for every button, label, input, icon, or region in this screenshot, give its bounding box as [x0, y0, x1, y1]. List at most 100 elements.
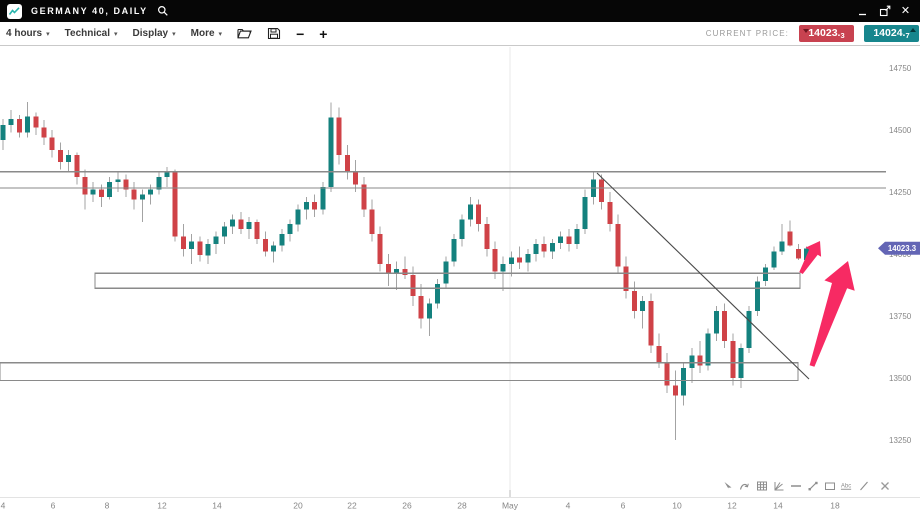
sell-price-frac: 3 — [840, 30, 845, 40]
candle — [631, 281, 637, 319]
x-axis-label: 22 — [347, 501, 357, 511]
diagonal-line-tool-icon[interactable] — [857, 480, 870, 493]
candle — [426, 298, 432, 336]
app-logo-icon — [7, 3, 22, 19]
candle — [779, 224, 785, 256]
candle — [549, 239, 555, 259]
candle — [295, 204, 301, 232]
save-icon[interactable] — [267, 27, 281, 40]
candle — [517, 246, 523, 269]
chevron-down-icon: ▾ — [114, 30, 118, 38]
zoom-out-button[interactable]: − — [296, 25, 305, 42]
candle — [16, 115, 22, 138]
grid-tool-icon[interactable] — [755, 480, 768, 493]
price-down-icon — [803, 29, 809, 33]
bottom-rect-zone[interactable] — [0, 362, 799, 382]
display-dropdown[interactable]: Display ▾ — [133, 28, 176, 39]
candle — [713, 306, 719, 341]
candles-group — [0, 102, 810, 440]
candle — [681, 363, 687, 406]
candle — [525, 249, 531, 272]
candle — [599, 174, 605, 210]
candle — [738, 343, 744, 388]
candle — [287, 219, 293, 242]
candle — [246, 216, 252, 240]
candle — [139, 189, 145, 222]
toolbar-left-group: 4 hours ▾ Technical ▾ Display ▾ More ▾ − + — [0, 27, 327, 41]
candle — [197, 236, 203, 262]
cursor-tool-icon[interactable] — [721, 480, 734, 493]
candle — [607, 192, 613, 232]
candle — [476, 199, 482, 232]
timeframe-dropdown[interactable]: 4 hours ▾ — [6, 28, 50, 39]
y-axis-label: 14750 — [889, 64, 912, 73]
svg-text:14023.3: 14023.3 — [888, 244, 917, 253]
open-folder-icon[interactable] — [237, 27, 252, 40]
title-bar[interactable]: GERMANY 40, DAILY ✕ — [0, 0, 920, 22]
window-controls: ✕ — [857, 5, 912, 18]
candle — [558, 231, 564, 249]
dropdown-label: Technical — [64, 28, 111, 39]
candle — [722, 303, 728, 349]
small-up-arrow[interactable] — [799, 241, 822, 274]
close-button[interactable]: ✕ — [900, 4, 911, 17]
curve-tool-icon[interactable] — [738, 480, 751, 493]
mid-rect-zone[interactable] — [94, 272, 801, 289]
candle — [156, 172, 162, 195]
sell-price-main: 14023. — [808, 27, 841, 39]
zoom-in-button[interactable]: + — [319, 25, 328, 42]
candle — [459, 214, 465, 247]
dropdown-label: Display — [132, 28, 169, 39]
candle — [394, 261, 400, 290]
minimize-button[interactable] — [857, 5, 870, 18]
candle — [180, 224, 186, 257]
candle — [238, 211, 244, 235]
big-up-arrow[interactable] — [809, 261, 855, 367]
more-dropdown[interactable]: More ▾ — [191, 28, 222, 39]
candle — [57, 142, 63, 170]
remove-tool-icon[interactable] — [878, 480, 891, 493]
technical-dropdown[interactable]: Technical ▾ — [65, 28, 118, 39]
sell-price-badge[interactable]: 14023. 3 — [799, 25, 854, 42]
buy-price-frac: 7 — [905, 30, 910, 40]
candle — [279, 229, 285, 252]
x-axis-label: 12 — [157, 501, 167, 511]
candle — [754, 276, 760, 316]
buy-price-badge[interactable]: 14024. 7 — [864, 25, 919, 42]
pop-out-button[interactable] — [878, 5, 891, 18]
x-axis-label: 18 — [830, 501, 840, 511]
candle — [328, 102, 334, 192]
instrument-title: GERMANY 40, DAILY — [31, 6, 148, 16]
dropdown-label: More — [190, 28, 215, 39]
candle — [0, 118, 6, 150]
candle — [508, 251, 514, 277]
y-axis-label: 13250 — [889, 436, 912, 445]
candle — [697, 340, 703, 373]
trendline-tool-icon[interactable] — [806, 480, 819, 493]
candle — [664, 353, 670, 393]
candle — [533, 239, 539, 262]
candle — [467, 197, 473, 227]
dropdown-label: 4 hours — [6, 28, 43, 39]
candle — [271, 241, 277, 263]
candle — [254, 219, 260, 245]
y-axis-label: 13750 — [889, 312, 912, 321]
candle — [451, 234, 457, 267]
candle — [385, 254, 391, 287]
candle — [312, 194, 318, 217]
candle — [320, 182, 326, 215]
candle — [689, 348, 695, 383]
candle — [369, 199, 375, 242]
rectangle-tool-icon[interactable] — [823, 480, 836, 493]
candle — [402, 256, 408, 279]
x-axis-labels: 4 6 8 12 14 20 22 26 28 May 4 6 10 12 14 18 — [1, 501, 840, 511]
candle — [344, 144, 350, 180]
x-axis-label: 4 — [566, 501, 571, 511]
search-icon[interactable] — [157, 5, 169, 17]
current-price-label: CURRENT PRICE: — [705, 29, 789, 38]
angle-chart-tool-icon[interactable] — [772, 480, 785, 493]
text-tool-icon[interactable]: Abc — [840, 480, 853, 493]
horizontal-line-tool-icon[interactable] — [789, 480, 802, 493]
descending-trendline[interactable] — [596, 172, 810, 380]
